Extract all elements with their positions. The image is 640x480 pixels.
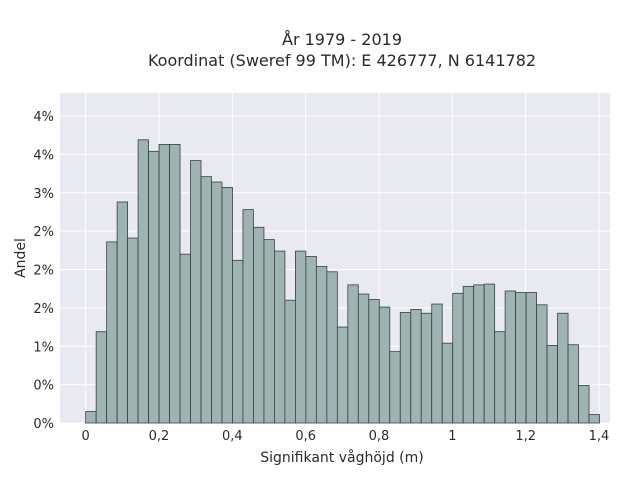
x-tick-label: 1 — [448, 429, 456, 444]
histogram-bar — [336, 326, 349, 424]
histogram-bar — [106, 241, 118, 424]
histogram-bar — [116, 201, 129, 424]
histogram-bar — [85, 411, 97, 424]
histogram-bar — [305, 256, 317, 424]
x-axis-ticks: 0 0,2 0,4 0,6 0,8 1 1,2 1,4 — [82, 429, 610, 444]
chart-title-line2: Koordinat (Sweref 99 TM): E 426777, N 61… — [148, 51, 536, 70]
histogram-bar — [483, 283, 496, 424]
histogram-bar — [221, 186, 233, 424]
y-axis-ticks: 0% 0% 1% 2% 2% 2% 3% 4% 4% — [33, 110, 54, 432]
histogram-bar — [263, 239, 275, 424]
histogram-bar — [410, 309, 422, 424]
histogram-bar — [431, 303, 443, 424]
histogram-bar — [546, 345, 558, 424]
x-axis-label: Signifikant våghöjd (m) — [260, 449, 423, 466]
x-tick-label: 0,4 — [222, 429, 243, 444]
histogram-bar — [578, 384, 590, 424]
histogram-bar — [190, 160, 202, 424]
histogram-bar — [294, 250, 307, 424]
histogram-bar — [211, 181, 223, 424]
x-tick-label: 0 — [82, 429, 90, 444]
x-tick-label: 0,6 — [295, 429, 316, 444]
y-axis-label: Andel — [13, 238, 29, 278]
histogram-bar — [137, 139, 149, 424]
y-tick-label: 4% — [33, 148, 54, 163]
histogram-bar — [557, 312, 569, 424]
histogram-bar — [347, 284, 359, 424]
y-tick-label: 2% — [33, 264, 54, 279]
histogram-bar — [504, 290, 517, 424]
histogram-bar — [441, 342, 454, 424]
histogram-bar — [284, 299, 296, 424]
y-tick-label: 1% — [33, 340, 54, 355]
x-tick-label: 1,2 — [515, 429, 536, 444]
x-tick-label: 0,2 — [149, 429, 170, 444]
x-tick-label: 0,8 — [369, 429, 390, 444]
histogram-bar — [525, 292, 537, 424]
y-tick-label: 2% — [33, 302, 54, 317]
y-tick-label: 4% — [33, 110, 54, 125]
histogram-bar — [515, 292, 527, 424]
y-tick-label: 2% — [33, 225, 54, 240]
histogram-bar — [399, 312, 412, 424]
y-tick-label: 3% — [33, 187, 54, 202]
histogram-bar — [127, 237, 139, 424]
histogram-bar — [169, 144, 181, 424]
y-tick-label: 0% — [33, 417, 54, 432]
histogram-bar — [232, 259, 244, 424]
histogram-bar — [158, 144, 170, 424]
histogram-bar — [200, 176, 212, 424]
histogram-bar — [378, 306, 391, 424]
histogram-bar — [326, 271, 338, 424]
bars — [85, 139, 600, 424]
y-tick-label: 0% — [33, 379, 54, 394]
histogram-bar — [462, 285, 475, 424]
histogram-bar — [148, 150, 160, 424]
histogram-bar — [452, 292, 464, 424]
histogram-bar — [567, 344, 579, 424]
histogram-bar — [494, 331, 506, 424]
histogram-bar — [315, 266, 328, 424]
histogram-bar — [95, 331, 108, 424]
x-tick-label: 1,4 — [589, 429, 610, 444]
histogram-bar — [588, 414, 600, 424]
histogram-bar — [179, 253, 191, 424]
histogram-bar — [368, 299, 380, 424]
histogram-bar — [473, 284, 485, 424]
chart-title-line1: År 1979 - 2019 — [282, 30, 402, 49]
histogram-bar — [357, 293, 370, 424]
histogram-bar — [420, 312, 433, 424]
histogram-bar — [253, 226, 265, 424]
histogram-bar — [536, 304, 548, 424]
histogram-bar — [274, 250, 286, 424]
histogram-bar — [242, 209, 254, 424]
histogram-bar — [389, 351, 401, 424]
